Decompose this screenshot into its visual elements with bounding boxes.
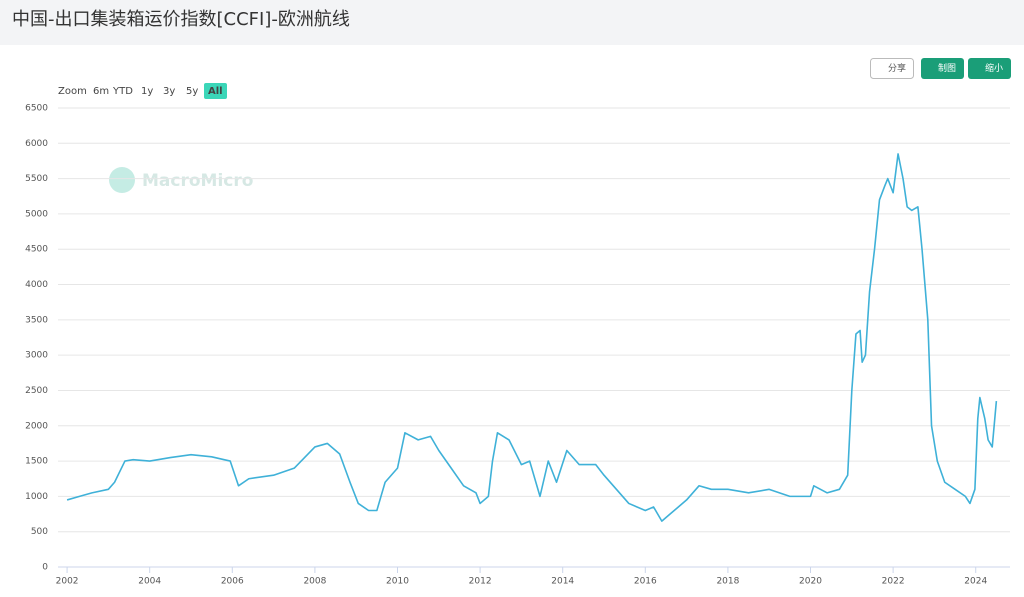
y-tick-label: 0 [42,563,48,573]
range-button[interactable]: 5y [186,86,198,97]
range-button[interactable]: 1y [141,86,153,97]
shrink-button[interactable] [968,58,1011,79]
x-tick-label: 2010 [386,577,409,587]
y-tick-label: 4000 [25,280,48,290]
y-tick-label: 6000 [25,139,48,149]
x-tick-label: 2016 [634,577,657,587]
watermark: MacroMicro [142,171,253,191]
x-tick-label: 2002 [56,577,79,587]
y-tick-label: 3500 [25,315,48,325]
page-title: 中国-出口集装箱运价指数[CCFI]-欧洲航线 [12,9,350,30]
x-tick-label: 2014 [551,577,574,587]
watermark-logo [109,167,135,193]
draw-button[interactable] [921,58,964,79]
zoom-label: Zoom [58,86,87,97]
y-tick-label: 5500 [25,174,48,184]
range-button[interactable]: 3y [163,86,175,97]
y-tick-label: 2500 [25,386,48,396]
y-tick-label: 2000 [25,421,48,431]
range-button[interactable]: YTD [112,86,133,97]
x-tick-label: 2024 [964,577,987,587]
y-tick-label: 5000 [25,209,48,219]
x-tick-label: 2012 [469,577,492,587]
y-tick-label: 1000 [25,492,48,502]
x-tick-label: 2006 [221,577,244,587]
y-tick-label: 3000 [25,351,48,361]
range-button[interactable]: All [208,86,223,97]
x-tick-label: 2004 [138,577,161,587]
range-all-bg[interactable] [204,83,227,99]
y-tick-label: 4500 [25,245,48,255]
y-tick-label: 1500 [25,457,48,467]
toolbar-button-label[interactable]: 分享 [888,62,906,74]
x-tick-label: 2008 [303,577,326,587]
data-line [66,153,998,522]
y-tick-label: 6500 [25,104,48,114]
y-tick-label: 500 [31,527,48,537]
x-tick-label: 2018 [716,577,739,587]
share-button[interactable] [870,58,914,79]
range-button[interactable]: 6m [93,86,109,97]
x-tick-label: 2020 [799,577,822,587]
toolbar-button-label[interactable]: 制图 [938,62,956,74]
toolbar-button-label[interactable]: 缩小 [985,62,1003,74]
header-bar [0,0,1024,45]
x-tick-label: 2022 [882,577,905,587]
